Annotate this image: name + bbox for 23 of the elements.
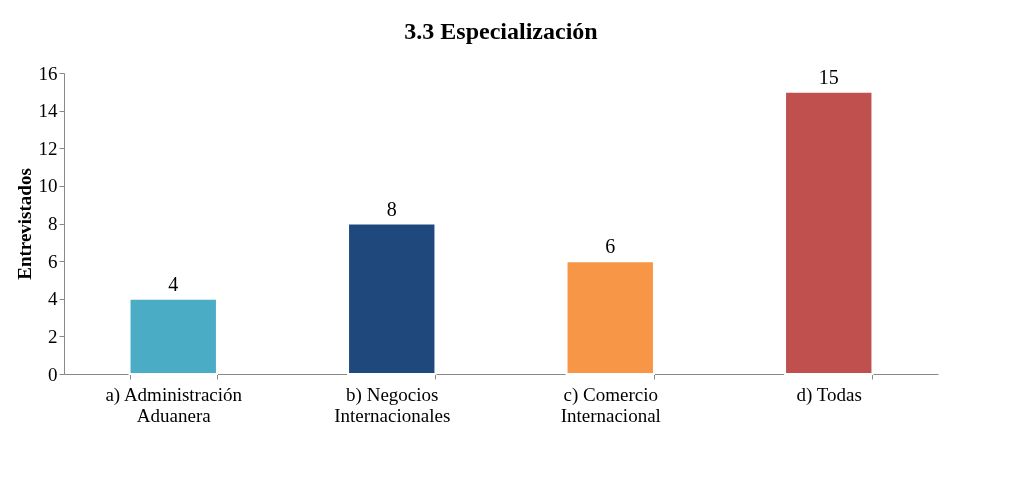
x-tick-label: b) Negocios Internacionales [334,383,451,426]
chart-title: 3.3 Especialización [404,18,598,44]
data-label: 8 [386,197,397,220]
bar [347,222,437,375]
y-tick-label: 6 [48,250,58,272]
y-tick-label: 16 [38,62,58,84]
bar [565,260,655,375]
x-tick-label: d) Todas [796,383,862,406]
y-tick-label: 2 [48,325,58,347]
y-tick-label: 12 [38,137,58,159]
y-tick-label: 4 [48,288,58,310]
y-tick-label: 10 [38,175,58,197]
y-tick-label: 0 [48,363,58,385]
y-tick-label: 14 [38,100,58,122]
y-axis-title: Entrevistados [13,168,35,280]
data-label: 15 [818,65,839,88]
data-label: 6 [605,235,616,258]
data-label: 4 [168,272,179,295]
x-tick-label: c) Comercio Internacional [560,383,661,426]
y-tick-label: 8 [48,213,58,234]
bar [128,297,218,375]
x-tick-label: a) Administración Aduanera [105,383,243,426]
bar [784,90,874,375]
